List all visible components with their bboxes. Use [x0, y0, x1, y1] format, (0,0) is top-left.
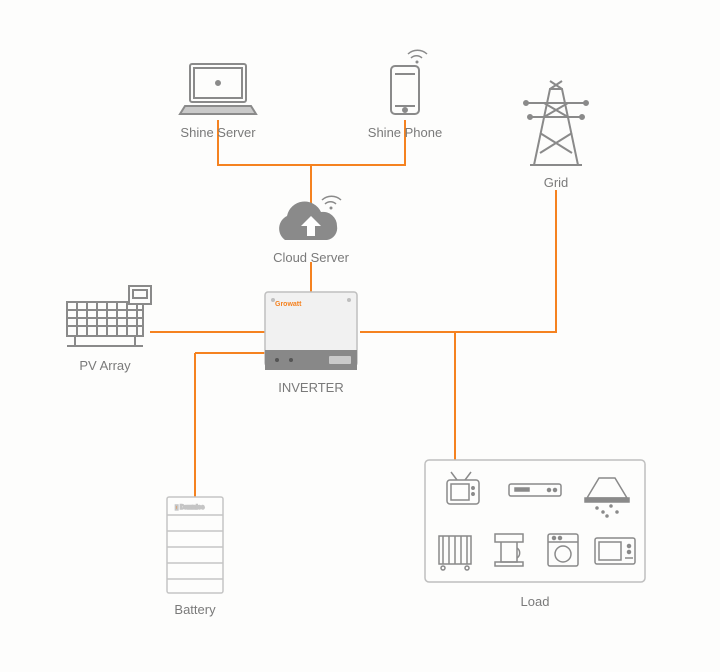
cloud-server-label: Cloud Server: [273, 250, 349, 265]
pv-array-icon: [67, 286, 151, 346]
pv-array-label: PV Array: [79, 358, 130, 373]
inverter-label: INVERTER: [278, 380, 344, 395]
system-diagram: Growatt ▮ Dawnice: [0, 0, 720, 672]
load-label: Load: [521, 594, 550, 609]
shine-server-icon: [180, 64, 256, 114]
battery-label: Battery: [174, 602, 215, 617]
battery-icon: ▮ Dawnice: [167, 497, 223, 593]
load-box: [425, 460, 645, 582]
cloud-server-icon: [279, 196, 341, 240]
grid-label: Grid: [544, 175, 569, 190]
svg-text:▮ Dawnice: ▮ Dawnice: [175, 505, 205, 511]
svg-text:Growatt: Growatt: [275, 301, 302, 308]
shine-phone-label: Shine Phone: [368, 125, 442, 140]
grid-icon: [524, 81, 588, 165]
shine-phone-icon: [391, 50, 427, 114]
shine-server-label: Shine Server: [180, 125, 255, 140]
inverter-icon: Growatt: [265, 292, 357, 370]
